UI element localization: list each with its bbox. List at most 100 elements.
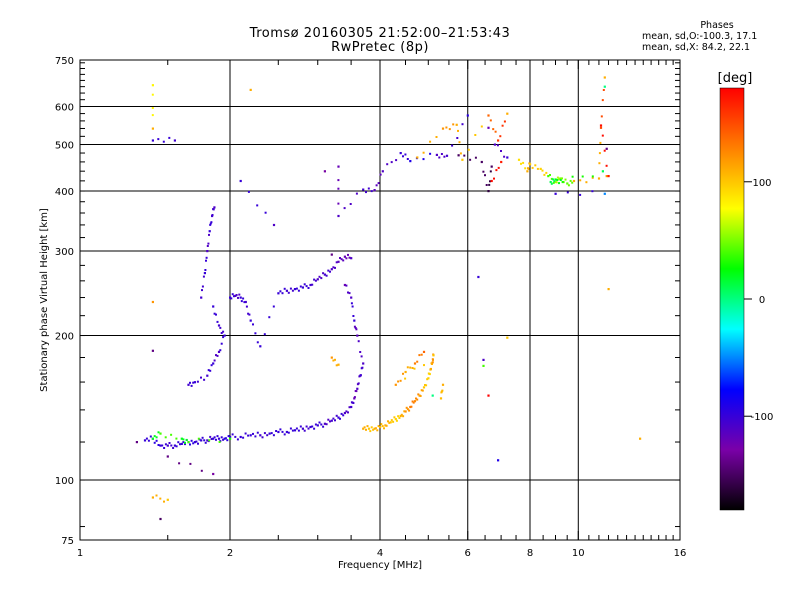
- data-point: [579, 193, 582, 196]
- colorbar-ticks: 100 0 -100: [744, 178, 773, 423]
- data-point: [569, 179, 572, 182]
- data-point: [314, 279, 317, 282]
- data-point: [239, 179, 242, 183]
- data-point: [157, 138, 160, 141]
- data-point: [337, 416, 340, 419]
- data-point: [409, 405, 412, 409]
- data-point: [323, 273, 326, 276]
- data-point: [384, 424, 387, 427]
- data-point: [571, 175, 574, 178]
- data-point: [348, 406, 351, 409]
- data-point: [477, 275, 480, 279]
- data-point: [365, 191, 367, 194]
- data-point: [305, 425, 308, 428]
- data-point: [295, 427, 298, 430]
- data-point: [342, 414, 345, 417]
- data-point: [337, 187, 340, 190]
- data-point: [164, 436, 167, 439]
- data-point: [451, 144, 454, 147]
- data-point: [541, 169, 544, 172]
- data-point: [355, 328, 358, 331]
- data-point: [531, 166, 534, 169]
- data-point: [359, 374, 362, 377]
- data-point: [208, 233, 210, 236]
- data-point: [399, 379, 402, 382]
- data-point: [249, 88, 252, 91]
- data-point: [461, 158, 464, 161]
- data-point: [289, 427, 292, 430]
- data-point: [318, 275, 321, 278]
- x-tick-label: 10: [572, 548, 585, 559]
- data-point: [311, 283, 314, 286]
- data-point: [208, 439, 211, 442]
- data-point: [413, 362, 417, 365]
- colorbar: [720, 88, 744, 510]
- data-point: [229, 296, 232, 299]
- data-point: [220, 332, 223, 334]
- data-point: [591, 176, 594, 179]
- data-point: [303, 429, 306, 432]
- data-point: [490, 179, 493, 183]
- data-point: [556, 179, 559, 181]
- data-point: [379, 173, 382, 176]
- data-point: [603, 76, 606, 79]
- data-point: [539, 167, 542, 170]
- data-point: [598, 162, 601, 165]
- data-point: [254, 332, 257, 335]
- data-point: [212, 305, 215, 308]
- data-point: [266, 434, 269, 437]
- data-point: [427, 377, 430, 380]
- data-point: [413, 367, 416, 370]
- data-point: [247, 312, 250, 315]
- data-point: [501, 124, 504, 127]
- data-point: [353, 319, 356, 322]
- data-point: [184, 443, 186, 446]
- data-point: [151, 437, 154, 440]
- data-point: [293, 288, 297, 291]
- data-point: [400, 413, 403, 416]
- data-point: [252, 432, 254, 435]
- data-point: [247, 190, 250, 193]
- data-point: [547, 175, 550, 178]
- data-point: [431, 394, 434, 397]
- data-point: [204, 441, 207, 444]
- y-tick-label: 750: [55, 56, 74, 67]
- data-point: [545, 171, 548, 174]
- data-point: [422, 350, 426, 353]
- data-point: [420, 353, 423, 356]
- data-point: [299, 285, 302, 288]
- data-point: [244, 432, 247, 435]
- data-point: [366, 425, 369, 428]
- data-point: [281, 430, 284, 433]
- data-point: [497, 139, 500, 142]
- data-point: [405, 406, 408, 409]
- data-point: [272, 305, 275, 308]
- data-point: [352, 402, 355, 404]
- data-point: [179, 443, 181, 446]
- data-point: [343, 411, 346, 415]
- data-point: [256, 204, 259, 207]
- data-point: [166, 444, 169, 447]
- data-point: [591, 175, 594, 178]
- data-point: [485, 184, 488, 186]
- data-point: [488, 183, 491, 186]
- data-point: [206, 439, 209, 442]
- data-point: [370, 190, 373, 193]
- data-point: [219, 349, 222, 352]
- data-point: [581, 175, 584, 178]
- data-point: [543, 173, 546, 176]
- data-point: [348, 292, 351, 295]
- data-point: [313, 278, 316, 281]
- data-point: [395, 419, 398, 422]
- data-point: [404, 153, 407, 156]
- data-point: [429, 140, 432, 143]
- data-point: [492, 128, 495, 131]
- data-point: [216, 354, 219, 357]
- data-point: [527, 167, 530, 170]
- data-point: [459, 152, 462, 155]
- data-point: [151, 139, 154, 142]
- data-point: [404, 377, 407, 380]
- data-point: [217, 350, 221, 353]
- data-point: [605, 147, 608, 150]
- data-point: [553, 180, 556, 183]
